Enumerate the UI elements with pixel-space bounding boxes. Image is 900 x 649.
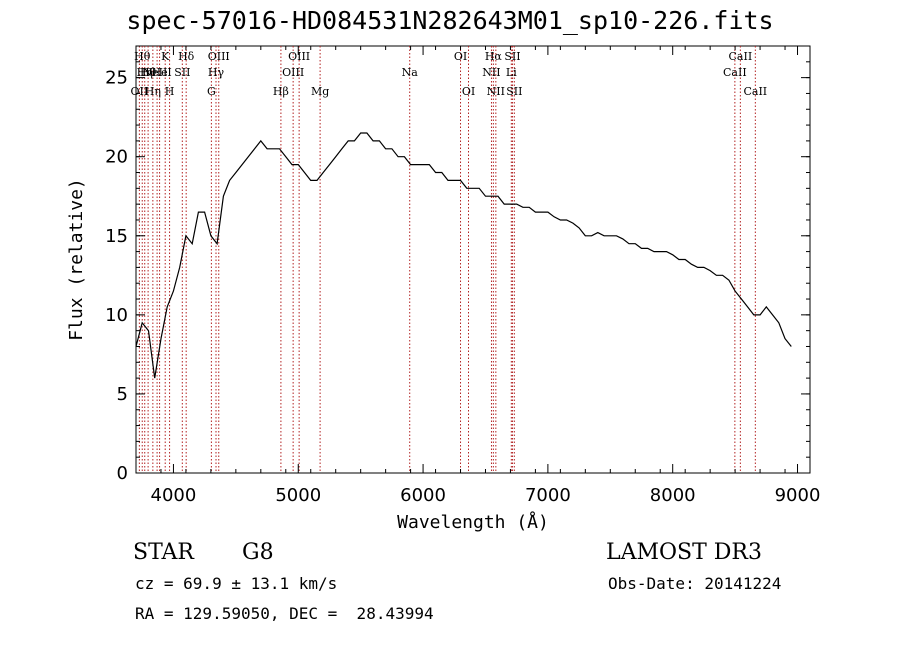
marker-label-11: G: [207, 85, 216, 98]
marker-label-14: Hβ: [273, 85, 289, 98]
x-tick-label-1: 5000: [275, 485, 321, 506]
x-tick-label-5: 9000: [775, 485, 821, 506]
observation-date: Obs-Date: 20141224: [608, 574, 782, 593]
marker-label-18: Na: [402, 66, 419, 79]
object-subclass: G8: [242, 540, 274, 565]
marker-label-5: NeIII: [143, 66, 172, 79]
marker-label-4: Hη: [145, 85, 161, 98]
marker-label-27: CaII: [723, 66, 747, 79]
marker-label-8: H: [165, 85, 175, 98]
y-axis-label: Flux (relative): [66, 178, 87, 341]
y-axis: 0 5 10 15 20 25: [105, 45, 810, 484]
marker-label-2: Hη: [137, 66, 153, 79]
marker-label-22: Hα: [485, 50, 503, 63]
x-axis: 4000 5000 6000 7000 8000 9000: [135, 46, 821, 506]
y-tick-label-3: 15: [105, 226, 128, 247]
marker-label-1: Hθ: [134, 50, 151, 63]
marker-label-6: He: [152, 66, 168, 79]
x-tick-label-4: 8000: [650, 485, 696, 506]
redshift-value: cz = 69.9 ± 13.1 km/s: [135, 574, 338, 593]
chart-title: spec-57016-HD084531N282643M01_sp10-226.f…: [126, 6, 774, 35]
marker-label-25: SII: [504, 50, 520, 63]
marker-label-29: CaII: [743, 85, 767, 98]
object-class: STAR: [133, 540, 194, 565]
x-tick-label-2: 6000: [400, 485, 446, 506]
y-tick-label-2: 10: [105, 305, 128, 326]
y-tick-label-0: 0: [117, 463, 128, 484]
marker-label-23: NII: [487, 85, 505, 98]
marker-label-10: Hδ: [178, 50, 195, 63]
y-tick-label-5: 25: [105, 68, 128, 89]
x-tick-label-0: 4000: [151, 485, 197, 506]
x-tick-label-3: 7000: [525, 485, 571, 506]
survey-name: LAMOST DR3: [606, 540, 762, 565]
marker-label-3: Hθ: [140, 66, 157, 79]
marker-label-26: SII: [506, 85, 522, 98]
spectral-line-labels: OIIHθHηHθHηNeIIIHeKHSIIHδGHγOIIIHβOIIIOI…: [131, 50, 768, 98]
marker-label-21: NII: [482, 66, 500, 79]
spectral-line-markers: [138, 46, 756, 473]
sky-coordinates: RA = 129.59050, DEC = 28.43994: [135, 604, 434, 623]
marker-label-13: OIII: [208, 50, 230, 63]
y-tick-label-4: 20: [105, 147, 128, 168]
flux-line-0: [135, 132, 792, 379]
marker-label-24: Li: [506, 66, 517, 79]
y-tick-label-1: 5: [117, 384, 128, 405]
marker-label-20: OI: [462, 85, 475, 98]
marker-label-7: K: [161, 50, 170, 63]
marker-label-15: OIII: [282, 66, 304, 79]
marker-label-0: OII: [131, 85, 149, 98]
marker-label-12: Hγ: [208, 66, 225, 79]
marker-label-28: CaII: [729, 50, 753, 63]
flux-series: [135, 132, 792, 379]
marker-label-9: SII: [174, 66, 190, 79]
marker-label-17: Mg: [311, 85, 329, 98]
x-axis-label: Wavelength (Å): [397, 511, 549, 533]
marker-label-19: OI: [454, 50, 467, 63]
marker-label-16: OIII: [288, 50, 310, 63]
plot-frame: [135, 45, 811, 474]
